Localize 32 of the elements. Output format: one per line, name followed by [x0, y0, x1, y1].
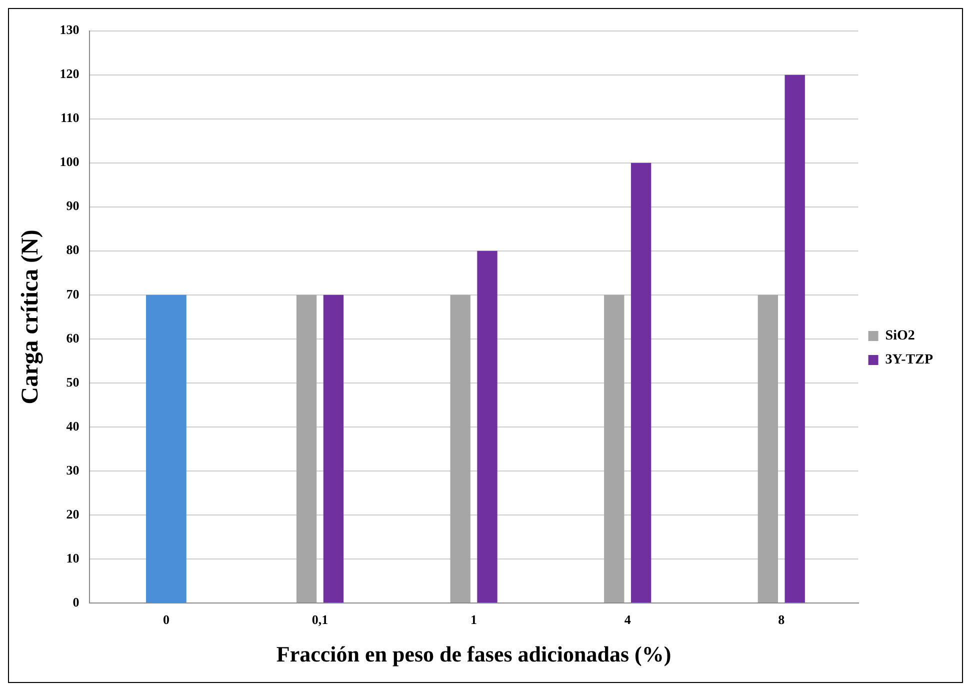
y-tick-label: 100 — [60, 154, 80, 170]
y-tick-label: 120 — [60, 66, 80, 82]
y-tick-label: 10 — [66, 550, 80, 566]
bar — [296, 294, 317, 602]
x-tick-label: 1 — [470, 612, 478, 628]
x-axis-title: Fracción en peso de fases adicionadas (%) — [276, 641, 672, 666]
x-tick-label: 0,1 — [312, 612, 328, 628]
x-tick-label: 8 — [778, 612, 786, 628]
y-axis-title: Carga crítica (N) — [18, 230, 44, 404]
legend-label: SiO2 — [885, 328, 915, 344]
legend-label: 3Y-TZP — [885, 352, 934, 368]
bar — [477, 250, 498, 602]
x-tick-label: 0 — [162, 612, 170, 628]
y-tick-label: 70 — [66, 286, 80, 302]
bar — [604, 294, 624, 602]
bar — [630, 162, 652, 602]
x-tick-label: 4 — [624, 612, 632, 628]
bar — [146, 294, 186, 602]
y-tick-label: 60 — [66, 330, 80, 346]
y-tick-label: 0 — [72, 594, 80, 610]
y-tick-label: 110 — [60, 110, 80, 126]
y-tick-label: 20 — [66, 506, 80, 522]
y-tick-label: 50 — [66, 374, 80, 390]
bar — [758, 294, 778, 602]
bar — [450, 294, 470, 602]
y-tick-label: 90 — [66, 198, 80, 214]
y-tick-label: 130 — [60, 22, 80, 38]
y-tick-label: 30 — [66, 462, 80, 478]
y-tick-label: 80 — [66, 242, 80, 258]
y-tick-label: 40 — [66, 418, 80, 434]
bar — [323, 294, 344, 602]
bar — [784, 74, 805, 602]
